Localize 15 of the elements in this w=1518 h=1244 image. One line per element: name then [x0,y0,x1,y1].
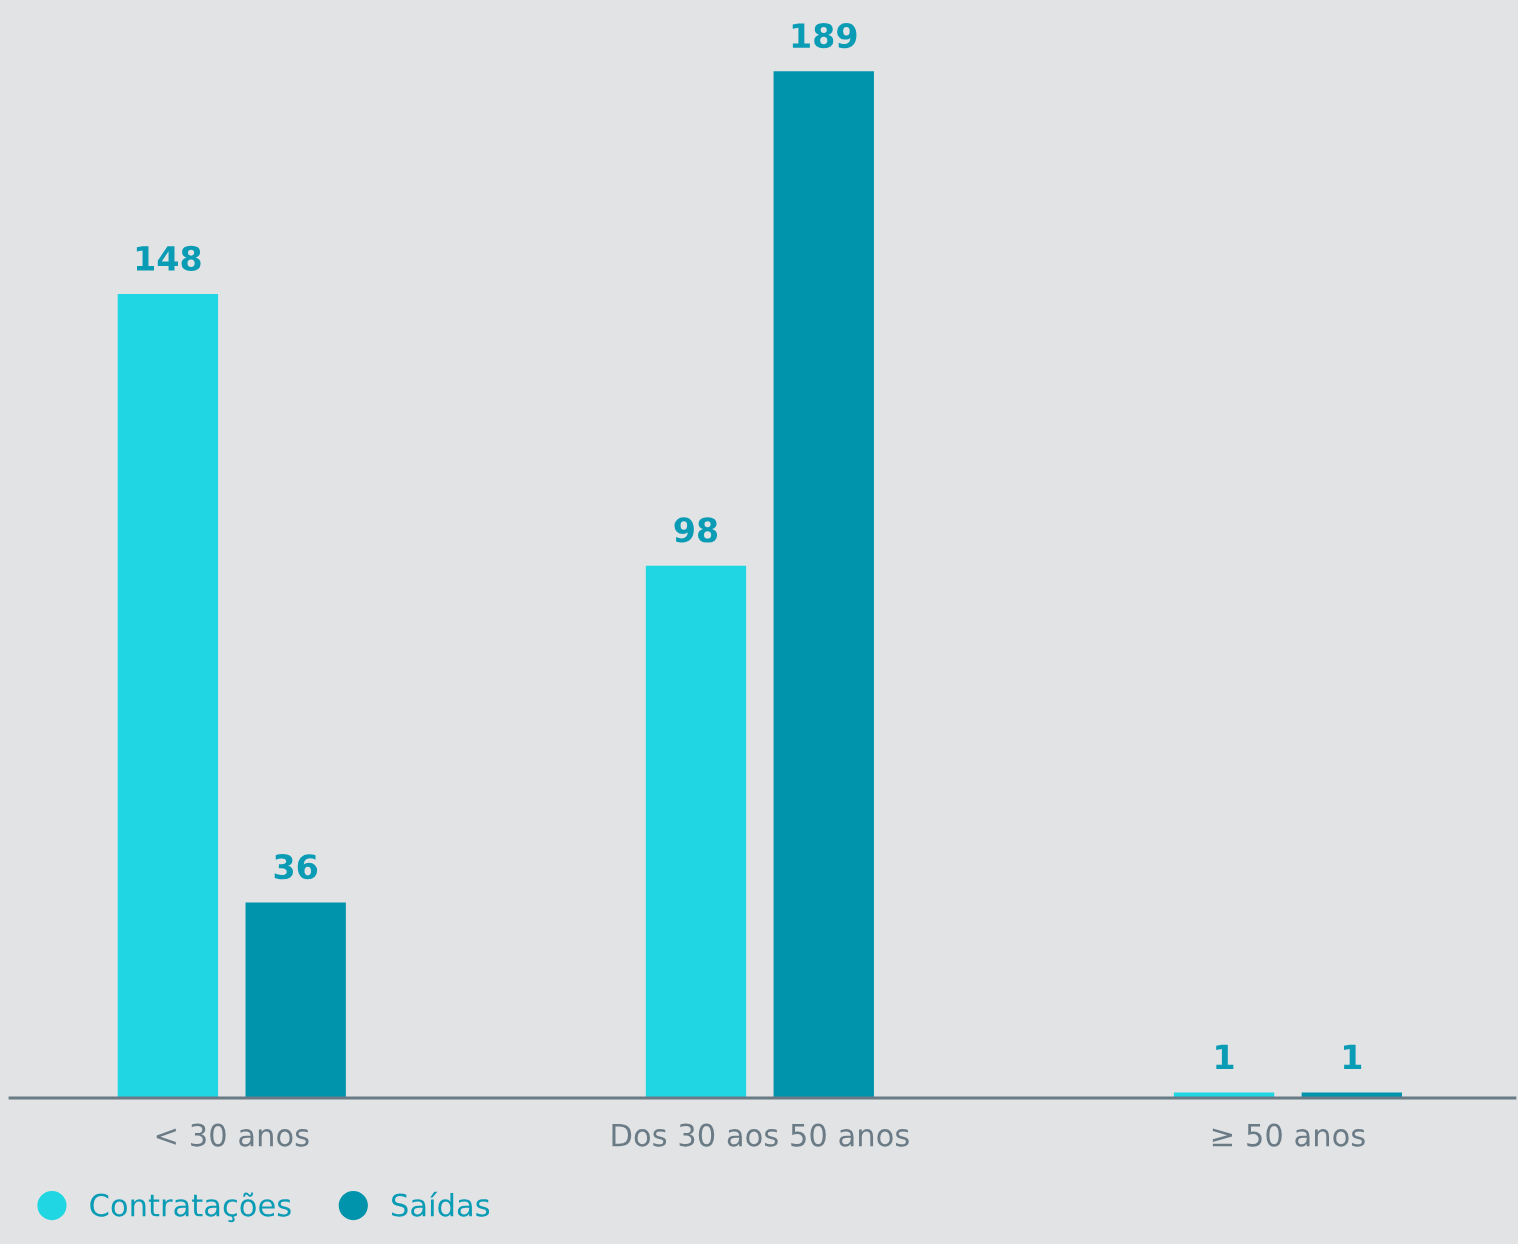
data-label: 1 [1216,1044,1234,1069]
x-tick-label: < 30 anos [156,1123,309,1147]
data-label: 148 [136,245,201,271]
bar [245,902,346,1098]
legend-label: Saídas [391,1191,490,1217]
data-label: 36 [274,854,318,880]
data-label: 98 [674,517,718,543]
x-tick-label: ≥ 50 anos [1212,1123,1365,1147]
bar [645,565,747,1098]
bar [773,71,874,1098]
data-label: 189 [792,22,857,49]
legend-label: Contratações [90,1192,291,1223]
x-tick-label: Dos 30 aos 50 anos [612,1123,909,1147]
data-label: 1 [1343,1044,1362,1069]
bar [117,294,219,1098]
